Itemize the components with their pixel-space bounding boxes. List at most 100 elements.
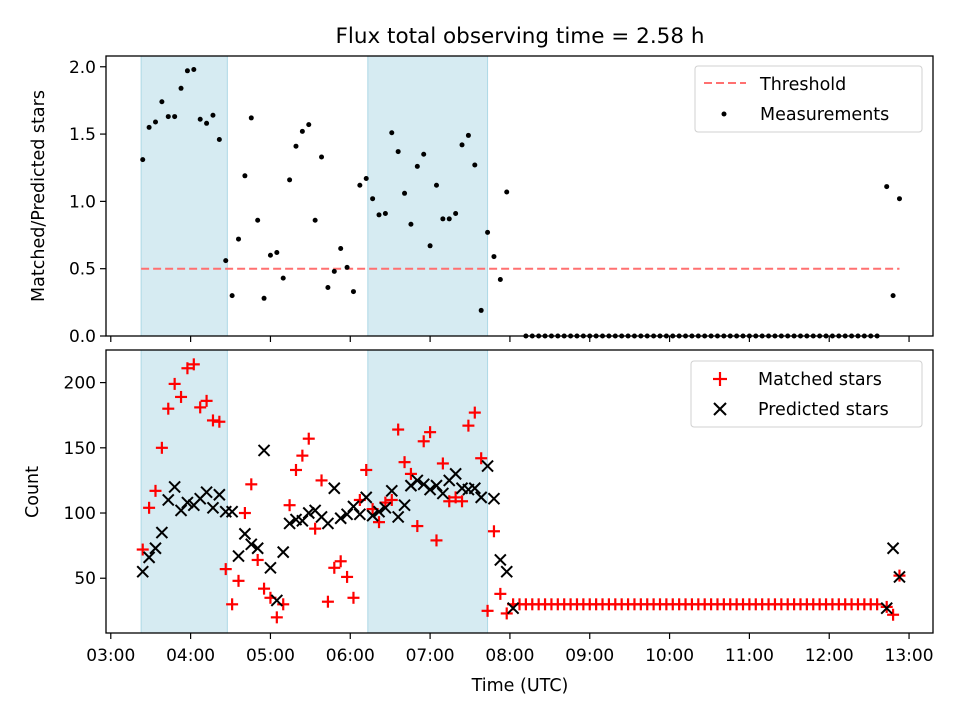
matched-point-5 xyxy=(168,377,181,390)
top-legend-box xyxy=(694,65,923,133)
matched-point-17 xyxy=(245,478,258,491)
legend-measurements-label: Measurements xyxy=(760,105,889,125)
predicted-point-23 xyxy=(283,517,296,530)
measurement-point-29 xyxy=(325,285,331,291)
measurement-point-56 xyxy=(497,276,503,282)
top-panel-y-ticks: 0.0 0.5 1.0 1.5 2.0 xyxy=(69,58,106,347)
measurement-point-4 xyxy=(165,114,171,120)
measurement-point-0 xyxy=(140,157,146,163)
measurement-point-37 xyxy=(376,212,382,218)
matched-point-115 xyxy=(871,598,884,611)
y-tick-label: 1.0 xyxy=(69,192,96,212)
measurement-point-23 xyxy=(287,177,293,183)
predicted-point-4 xyxy=(162,493,175,507)
matched-point-18 xyxy=(251,553,264,566)
y-tick-label: 2.0 xyxy=(69,58,96,78)
predicted-point-26 xyxy=(302,506,315,520)
predicted-point-14 xyxy=(225,505,239,518)
measurement-point-40 xyxy=(395,149,401,155)
measurement-point-7 xyxy=(184,68,190,74)
predicted-stars-points xyxy=(136,444,906,615)
predicted-point-61 xyxy=(893,570,906,584)
predicted-point-32 xyxy=(340,508,354,521)
predicted-point-39 xyxy=(385,484,398,498)
matched-point-12 xyxy=(213,415,226,428)
measurement-point-39 xyxy=(389,130,395,136)
matched-point-42 xyxy=(404,467,417,480)
matched-point-15 xyxy=(232,574,245,587)
predicted-point-49 xyxy=(449,467,462,481)
matched-point-54 xyxy=(481,604,494,617)
matched-point-56 xyxy=(494,587,507,600)
measurement-point-19 xyxy=(261,295,267,301)
measurement-point-32 xyxy=(344,264,350,270)
measurement-point-115 xyxy=(890,293,896,299)
matched-point-50 xyxy=(456,495,469,508)
predicted-point-31 xyxy=(334,512,347,525)
predicted-point-5 xyxy=(168,480,181,494)
matched-point-7 xyxy=(181,362,194,375)
measurement-point-57 xyxy=(504,189,510,195)
measurement-point-45 xyxy=(427,243,433,249)
predicted-point-35 xyxy=(360,491,373,504)
predicted-point-18 xyxy=(251,542,264,555)
x-tick-label: 04:00 xyxy=(166,646,215,666)
matched-point-27 xyxy=(309,522,322,535)
predicted-point-37 xyxy=(372,505,386,518)
bottom-legend-box xyxy=(690,360,923,428)
matched-point-14 xyxy=(226,598,239,611)
measurement-point-31 xyxy=(338,246,344,251)
measurement-point-34 xyxy=(357,182,363,188)
matched-point-23 xyxy=(283,499,296,512)
measurement-point-27 xyxy=(312,217,318,223)
x-tick-label: 06:00 xyxy=(326,646,375,666)
predicted-point-36 xyxy=(366,509,379,522)
matched-point-31 xyxy=(334,555,347,568)
predicted-point-52 xyxy=(468,482,482,495)
top-panel-y-axis-label: Matched/Predicted stars xyxy=(29,90,49,302)
matched-point-55 xyxy=(487,525,500,538)
x-tick-label: 08:00 xyxy=(485,646,534,666)
measurement-point-21 xyxy=(274,250,280,256)
predicted-point-10 xyxy=(200,485,213,499)
matched-point-19 xyxy=(258,582,271,595)
bottom-panel-legend: Matched stars Predicted stars xyxy=(690,360,923,428)
top-panel-legend: Threshold Measurements xyxy=(694,65,923,133)
matched-point-2 xyxy=(149,484,162,497)
matched-point-1 xyxy=(143,501,156,514)
x-tick-label: 09:00 xyxy=(565,646,614,666)
measurement-point-48 xyxy=(446,216,452,222)
predicted-point-41 xyxy=(398,498,411,512)
predicted-point-58 xyxy=(506,602,520,615)
predicted-point-22 xyxy=(277,545,290,559)
top-panel-frame xyxy=(105,55,934,337)
predicted-point-60 xyxy=(886,542,900,555)
matched-point-21 xyxy=(270,611,283,624)
predicted-point-21 xyxy=(270,594,284,607)
legend-predicted-swatch xyxy=(713,402,727,416)
measurement-point-5 xyxy=(172,114,178,120)
measurement-point-12 xyxy=(216,136,222,142)
matched-point-24 xyxy=(289,463,302,476)
predicted-point-11 xyxy=(206,501,220,515)
measurement-point-22 xyxy=(280,275,286,281)
chart-title: Flux total observing time = 2.58 h xyxy=(336,24,705,49)
bottom-panel-x-ticks: 03:00 04:00 05:00 06:00 07:00 08:00 09:00 10:00… xyxy=(86,633,934,666)
matched-point-4 xyxy=(162,402,175,415)
measurement-point-18 xyxy=(255,217,261,223)
measurement-point-8 xyxy=(191,66,197,72)
measurement-point-54 xyxy=(485,229,491,235)
measurement-point-50 xyxy=(459,142,465,148)
measurement-point-53 xyxy=(478,307,484,313)
x-tick-label: 03:00 xyxy=(86,646,135,666)
predicted-point-38 xyxy=(379,501,392,515)
predicted-point-30 xyxy=(328,482,341,495)
bottom-panel-y-axis-label: Count xyxy=(23,466,43,518)
measurement-point-10 xyxy=(204,120,210,126)
predicted-point-17 xyxy=(245,538,258,551)
measurement-point-20 xyxy=(267,252,273,258)
matched-point-41 xyxy=(398,456,411,469)
matched-stars-points xyxy=(136,358,906,624)
predicted-point-57 xyxy=(500,565,513,578)
